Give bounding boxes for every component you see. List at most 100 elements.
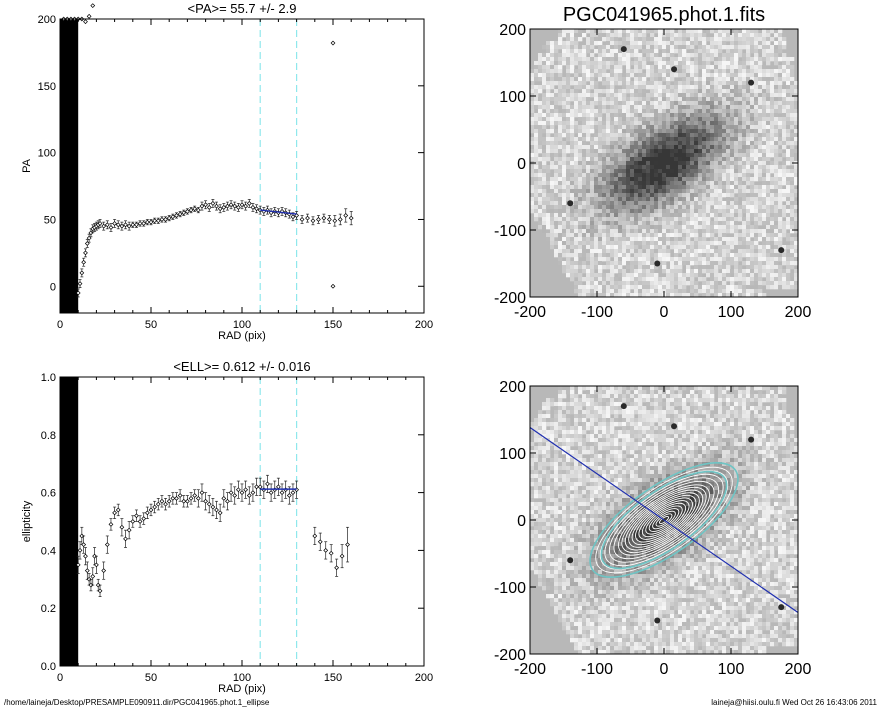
image-cell: [538, 201, 543, 206]
image-cell: [550, 41, 555, 46]
image-cell: [758, 281, 763, 286]
image-cell: [550, 217, 555, 222]
image-cell: [758, 117, 763, 122]
image-cell: [638, 213, 643, 218]
image-cell: [662, 153, 667, 158]
image-cell: [550, 241, 555, 246]
image-cell: [718, 241, 723, 246]
image-cell: [654, 73, 659, 78]
image-cell: [678, 293, 683, 297]
image-cell: [550, 153, 555, 158]
image-cell: [614, 225, 619, 230]
image-cell: [746, 253, 751, 258]
image-cell: [770, 225, 775, 230]
image-cell: [670, 61, 675, 66]
image-cell: [678, 273, 683, 278]
image-cell: [774, 197, 779, 202]
image-cell: [606, 205, 611, 210]
image-cell: [542, 57, 547, 62]
image-cell: [622, 73, 627, 78]
image-cell: [774, 53, 779, 58]
image-cell: [670, 137, 675, 142]
image-cell: [534, 558, 539, 563]
image-cell: [782, 165, 787, 170]
image-cell: [638, 117, 643, 122]
image-cell: [550, 125, 555, 130]
image-cell: [726, 105, 731, 110]
image-cell: [646, 265, 651, 270]
image-cell: [678, 37, 683, 42]
image-cell: [666, 65, 671, 70]
image-cell: [546, 93, 551, 98]
image-cell: [734, 189, 739, 194]
image-cell: [666, 233, 671, 238]
image-cell: [566, 181, 571, 186]
image-cell: [734, 133, 739, 138]
image-cell: [654, 177, 659, 182]
image-cell: [662, 93, 667, 98]
image-cell: [558, 177, 563, 182]
image-cell: [626, 221, 631, 226]
image-cell: [794, 117, 798, 122]
image-cell: [790, 241, 795, 246]
image-cell: [642, 265, 647, 270]
image-cell: [758, 137, 763, 142]
image-cell: [734, 205, 739, 210]
image-cell: [746, 133, 751, 138]
image-cell: [754, 241, 759, 246]
image-cell: [630, 265, 635, 270]
image-cell: [730, 201, 735, 206]
image-cell: [706, 193, 711, 198]
image-cell: [606, 189, 611, 194]
image-cell: [770, 189, 775, 194]
image-cell: [730, 73, 735, 78]
image-cell: [690, 33, 695, 38]
image-cell: [606, 61, 611, 66]
image-cell: [590, 241, 595, 246]
image-cell: [586, 145, 591, 150]
image-cell: [598, 161, 603, 166]
image-cell: [690, 261, 695, 266]
image-cell: [678, 29, 683, 34]
image-cell: [574, 33, 579, 38]
image-cell: [726, 101, 731, 106]
image-cell: [706, 169, 711, 174]
masked-region: [60, 377, 79, 666]
image-cell: [746, 89, 751, 94]
image-cell: [774, 137, 779, 142]
image-cell: [670, 217, 675, 222]
image-cell: [678, 101, 683, 106]
image-cell: [626, 113, 631, 118]
image-cell: [622, 281, 627, 286]
image-cell: [746, 145, 751, 150]
image-cell: [538, 177, 543, 182]
y-tick-label: 0.4: [41, 545, 56, 557]
image-cell: [678, 33, 683, 38]
image-cell: [690, 233, 695, 238]
image-cell: [758, 229, 763, 234]
image-cell: [746, 85, 751, 90]
image-cell: [682, 229, 687, 234]
image-cell: [546, 410, 551, 415]
image-cell: [690, 85, 695, 90]
data-point: [195, 495, 201, 501]
image-cell: [634, 101, 639, 106]
image-cell: [646, 177, 651, 182]
image-cell: [622, 289, 627, 294]
image-cell: [722, 181, 727, 186]
image-cell: [774, 185, 779, 190]
image-cell: [706, 109, 711, 114]
image-cell: [546, 157, 551, 162]
image-cell: [546, 418, 551, 423]
image-cell: [542, 426, 547, 431]
image-cell: [754, 221, 759, 226]
image-cell: [790, 209, 795, 214]
image-cell: [626, 105, 631, 110]
image-cell: [650, 265, 655, 270]
image-cell: [754, 281, 759, 286]
data-point: [77, 281, 83, 286]
image-cell: [582, 293, 587, 297]
image-cell: [590, 137, 595, 142]
image-cell: [538, 426, 543, 431]
image-cell: [714, 93, 719, 98]
